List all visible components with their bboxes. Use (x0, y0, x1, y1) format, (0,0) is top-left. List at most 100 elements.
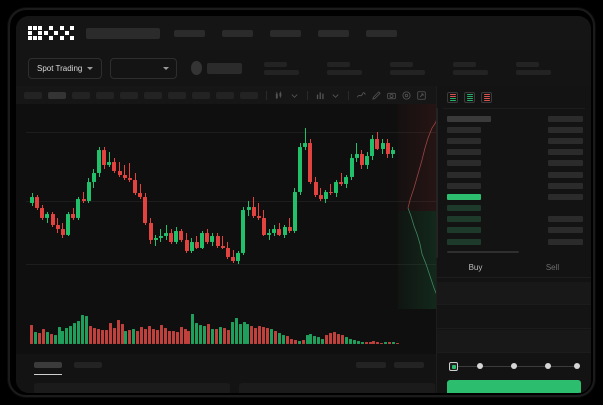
trading-mode-label: Spot Trading (37, 63, 83, 73)
volume-bar (191, 314, 195, 344)
volume-bar (356, 340, 360, 344)
orderbook-row[interactable] (447, 158, 583, 169)
volume-bar (380, 342, 384, 344)
nav-item-3[interactable] (318, 29, 349, 37)
volume-bar (92, 328, 96, 344)
orderbook-row[interactable] (447, 113, 583, 124)
right-sidebar: Buy Sell (436, 86, 591, 393)
chevron-down-icon[interactable] (290, 91, 299, 100)
orderbook-rows[interactable] (437, 113, 591, 247)
slider-stop-50[interactable] (511, 363, 517, 370)
ticker-stat-0 (264, 61, 327, 75)
nav-item-2[interactable] (270, 29, 301, 37)
order-field-1[interactable] (437, 306, 591, 330)
orderbook-row[interactable] (447, 191, 583, 202)
order-amount-slider[interactable] (449, 362, 580, 372)
chart-interval-3[interactable] (96, 91, 114, 99)
chart-interval-4[interactable] (120, 91, 138, 99)
chart-panel-scrollbar[interactable] (436, 108, 438, 258)
orderbook-row[interactable] (447, 147, 583, 158)
order-field-2[interactable] (437, 330, 591, 354)
nav-item-0[interactable] (174, 29, 205, 37)
trading-mode-select[interactable]: Spot Trading (28, 57, 103, 79)
orderbook-asks-icon[interactable] (481, 92, 492, 103)
chart-interval-0[interactable] (24, 91, 42, 99)
volume-bar (297, 340, 301, 344)
bottom-pane-1[interactable] (239, 383, 435, 393)
volume-bar (199, 325, 203, 344)
volume-bar (33, 331, 37, 344)
slider-stop-75[interactable] (545, 363, 551, 370)
orderbook-row[interactable] (447, 135, 583, 146)
orderbook-row[interactable] (447, 214, 583, 225)
orderbook-row[interactable] (447, 203, 583, 214)
submit-order-button[interactable] (447, 380, 581, 393)
volume-bar (65, 328, 69, 344)
bottom-action-0[interactable] (356, 362, 386, 368)
chart-interval-9[interactable] (240, 91, 258, 99)
chart-interval-5[interactable] (144, 91, 162, 99)
volume-bar (340, 335, 344, 344)
bottom-pane-0[interactable] (34, 383, 230, 393)
orderbook-row[interactable] (447, 124, 583, 135)
bottom-action-1[interactable] (394, 362, 424, 368)
sell-tab[interactable]: Sell (545, 263, 560, 273)
indicators-icon[interactable] (316, 91, 325, 100)
ticker-stat-value (453, 69, 488, 75)
pair-name-label (206, 62, 242, 74)
okx-logo-icon[interactable] (28, 26, 74, 40)
volume-bar (396, 342, 400, 344)
candles-icon[interactable] (275, 91, 284, 100)
ticker-stat-4 (516, 61, 579, 75)
bottom-panel-actions (356, 362, 424, 368)
slider-stop-25[interactable] (477, 363, 483, 370)
orderbook-price (447, 216, 481, 223)
orderbook-row[interactable] (447, 236, 583, 247)
buy-tab[interactable]: Buy (468, 263, 483, 273)
volume-bar (218, 327, 222, 344)
volume-bar (274, 330, 278, 344)
chart-interval-6[interactable] (168, 91, 186, 99)
camera-icon[interactable] (387, 91, 396, 100)
nav-item-1[interactable] (222, 29, 253, 37)
device-frame: Spot Trading (8, 8, 595, 397)
nav-item-4[interactable] (366, 29, 397, 37)
bottom-tab-0[interactable] (34, 362, 62, 368)
volume-bar (234, 318, 238, 344)
search-input[interactable] (86, 27, 160, 39)
order-field-0[interactable] (437, 282, 591, 306)
pencil-icon[interactable] (372, 90, 381, 100)
orderbook-row[interactable] (447, 225, 583, 236)
slider-handle[interactable] (449, 362, 458, 372)
orderbook-price (447, 205, 481, 212)
bottom-tab-1[interactable] (74, 362, 102, 368)
orderbook-scrollbar[interactable] (447, 251, 519, 254)
volume-bar (293, 339, 297, 344)
ticker-stat-label (327, 61, 350, 67)
fullscreen-icon[interactable] (417, 90, 426, 100)
volume-bar (73, 322, 77, 344)
ticker-stat-value (516, 69, 551, 75)
orderbook-row[interactable] (447, 180, 583, 191)
settings-icon[interactable] (402, 90, 411, 100)
order-side-tabs: Buy Sell (437, 259, 591, 277)
orderbook-both-icon[interactable] (447, 92, 458, 103)
orderbook-bids-icon[interactable] (464, 92, 475, 103)
volume-bar (222, 328, 226, 344)
slider-stop-100[interactable] (574, 363, 580, 370)
chevron-down-icon[interactable] (331, 91, 340, 100)
candlestick-chart[interactable] (16, 104, 436, 309)
volume-bar (254, 328, 258, 344)
volume-bar (258, 325, 262, 344)
pair-select[interactable] (110, 57, 177, 79)
chart-gridline (26, 201, 436, 202)
volume-bar (270, 329, 274, 344)
chart-interval-8[interactable] (216, 91, 234, 99)
ticker-stats (264, 61, 579, 75)
volume-bar (281, 334, 285, 344)
line-tool-icon[interactable] (357, 91, 366, 100)
chart-interval-7[interactable] (192, 91, 210, 99)
orderbook-row[interactable] (447, 169, 583, 180)
chart-interval-1[interactable] (48, 91, 66, 99)
chart-interval-2[interactable] (72, 91, 90, 99)
